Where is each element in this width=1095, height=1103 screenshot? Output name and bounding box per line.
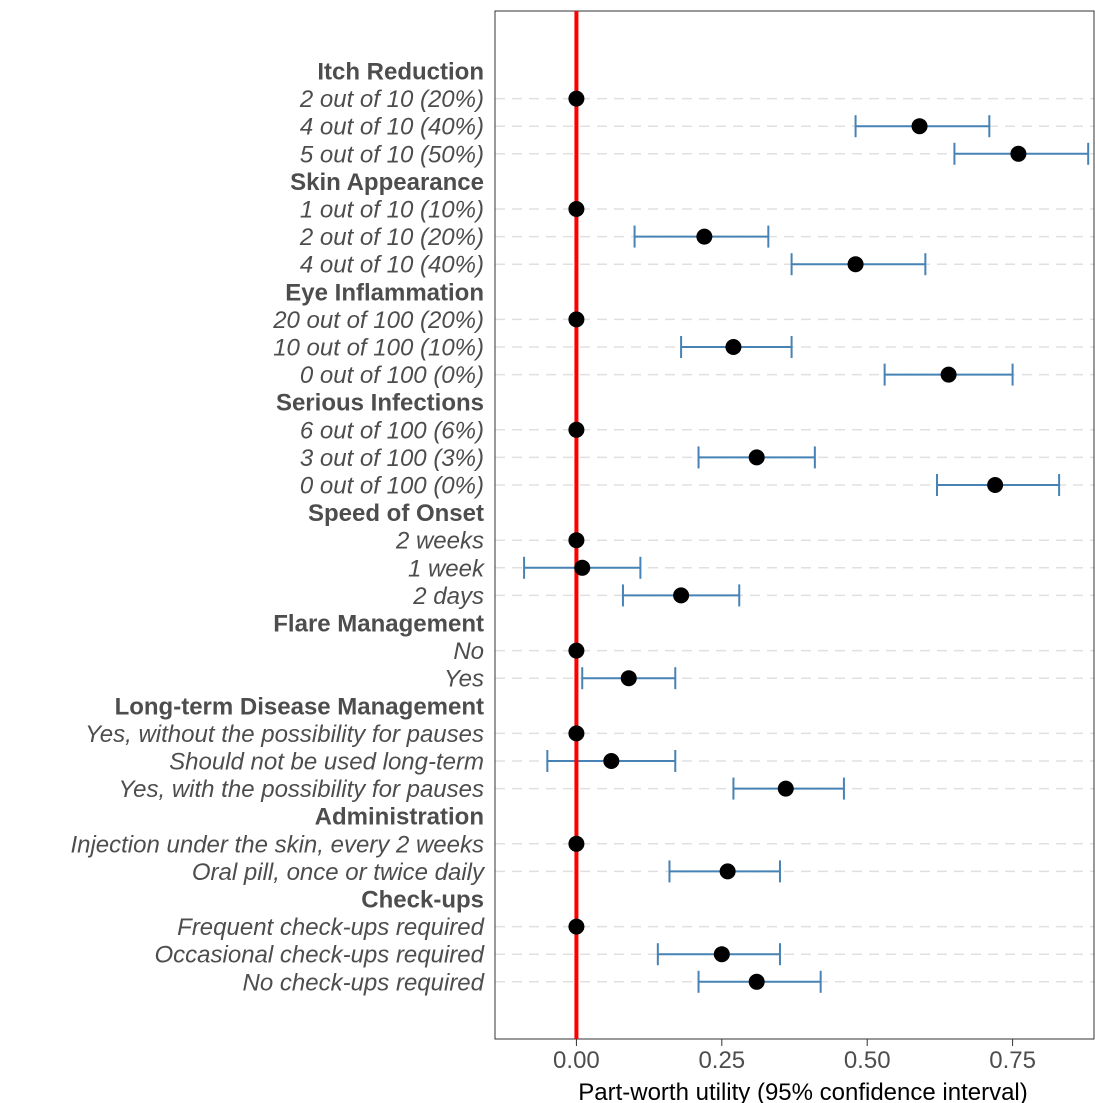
point-estimate: [568, 918, 585, 935]
point-estimate: [777, 780, 794, 797]
point-estimate: [713, 946, 730, 963]
point-estimate: [748, 973, 765, 990]
x-tick-label: 0.75: [989, 1047, 1036, 1074]
point-estimate: [748, 449, 765, 466]
level-label: Yes, without the possibility for pauses: [85, 721, 484, 748]
point-estimate: [603, 753, 620, 769]
level-label: 4 out of 10 (40%): [300, 114, 484, 141]
x-tick-label: 0.00: [553, 1047, 600, 1074]
attribute-header-label: Serious Infections: [276, 390, 484, 417]
point-estimate: [568, 421, 585, 438]
attribute-header-label: Eye Inflammation: [285, 279, 484, 306]
level-label: 20 out of 100 (20%): [272, 307, 484, 334]
level-label: Yes, with the possibility for pauses: [118, 776, 484, 803]
level-label: No check-ups required: [243, 969, 485, 996]
level-label: 0 out of 100 (0%): [300, 362, 484, 389]
point-estimate: [673, 587, 690, 604]
attribute-header-label: Check-ups: [361, 887, 484, 914]
level-label: Injection under the skin, every 2 weeks: [70, 831, 484, 858]
attribute-header-label: Long-term Disease Management: [115, 693, 484, 720]
x-axis-title: Part-worth utility (95% confidence inter…: [578, 1079, 1028, 1103]
point-estimate: [696, 228, 713, 245]
point-estimate: [568, 725, 585, 742]
level-label: Should not be used long-term: [169, 749, 484, 776]
point-estimate: [719, 863, 736, 880]
point-estimate: [568, 532, 585, 549]
x-axis-ticks: 0.00 0.25 0.50 0.75: [553, 1039, 1036, 1074]
level-label: Yes: [444, 666, 484, 693]
point-estimate: [568, 835, 585, 852]
attribute-header-label: Itch Reduction: [317, 59, 484, 86]
level-label: Occasional check-ups required: [155, 942, 485, 969]
point-estimate: [987, 477, 1004, 493]
point-estimate: [1010, 145, 1027, 162]
x-tick-label: 0.50: [844, 1047, 891, 1074]
attribute-header-label: Speed of Onset: [308, 500, 484, 527]
level-label: 1 out of 10 (10%): [300, 197, 484, 224]
level-label: 2 days: [412, 583, 484, 610]
plot-panel: [494, 10, 1095, 1040]
level-label: Oral pill, once or twice daily: [192, 859, 486, 886]
level-label: 2 out of 10 (20%): [299, 224, 484, 251]
point-estimate: [911, 118, 928, 135]
point-estimate: [568, 311, 585, 328]
level-label: 10 out of 100 (10%): [273, 335, 484, 362]
x-tick-label: 0.25: [698, 1047, 745, 1074]
level-label: Frequent check-ups required: [177, 914, 484, 941]
level-label: 3 out of 100 (3%): [300, 445, 484, 472]
point-estimate: [620, 670, 637, 687]
gridlines: [495, 97, 1094, 983]
point-estimate: [725, 339, 742, 355]
level-label: 2 weeks: [395, 528, 484, 555]
level-label: 1 week: [408, 555, 486, 582]
point-estimate: [568, 642, 585, 659]
level-label: 4 out of 10 (40%): [300, 252, 484, 279]
point-estimate: [574, 559, 591, 576]
point-estimate: [940, 366, 957, 383]
point-estimate: [568, 90, 585, 107]
level-label: 5 out of 10 (50%): [300, 141, 484, 168]
point-estimate: [847, 256, 864, 273]
attribute-header-label: Skin Appearance: [290, 169, 484, 196]
error-bars: [523, 115, 1090, 993]
attribute-header-label: Flare Management: [273, 611, 484, 638]
attribute-header-label: Administration: [315, 804, 484, 831]
level-label: 0 out of 100 (0%): [300, 473, 484, 500]
level-label: 2 out of 10 (20%): [299, 86, 484, 113]
level-label: No: [453, 638, 484, 665]
points: [568, 90, 1027, 990]
level-label: 6 out of 100 (6%): [300, 417, 484, 444]
point-estimate: [568, 201, 585, 217]
